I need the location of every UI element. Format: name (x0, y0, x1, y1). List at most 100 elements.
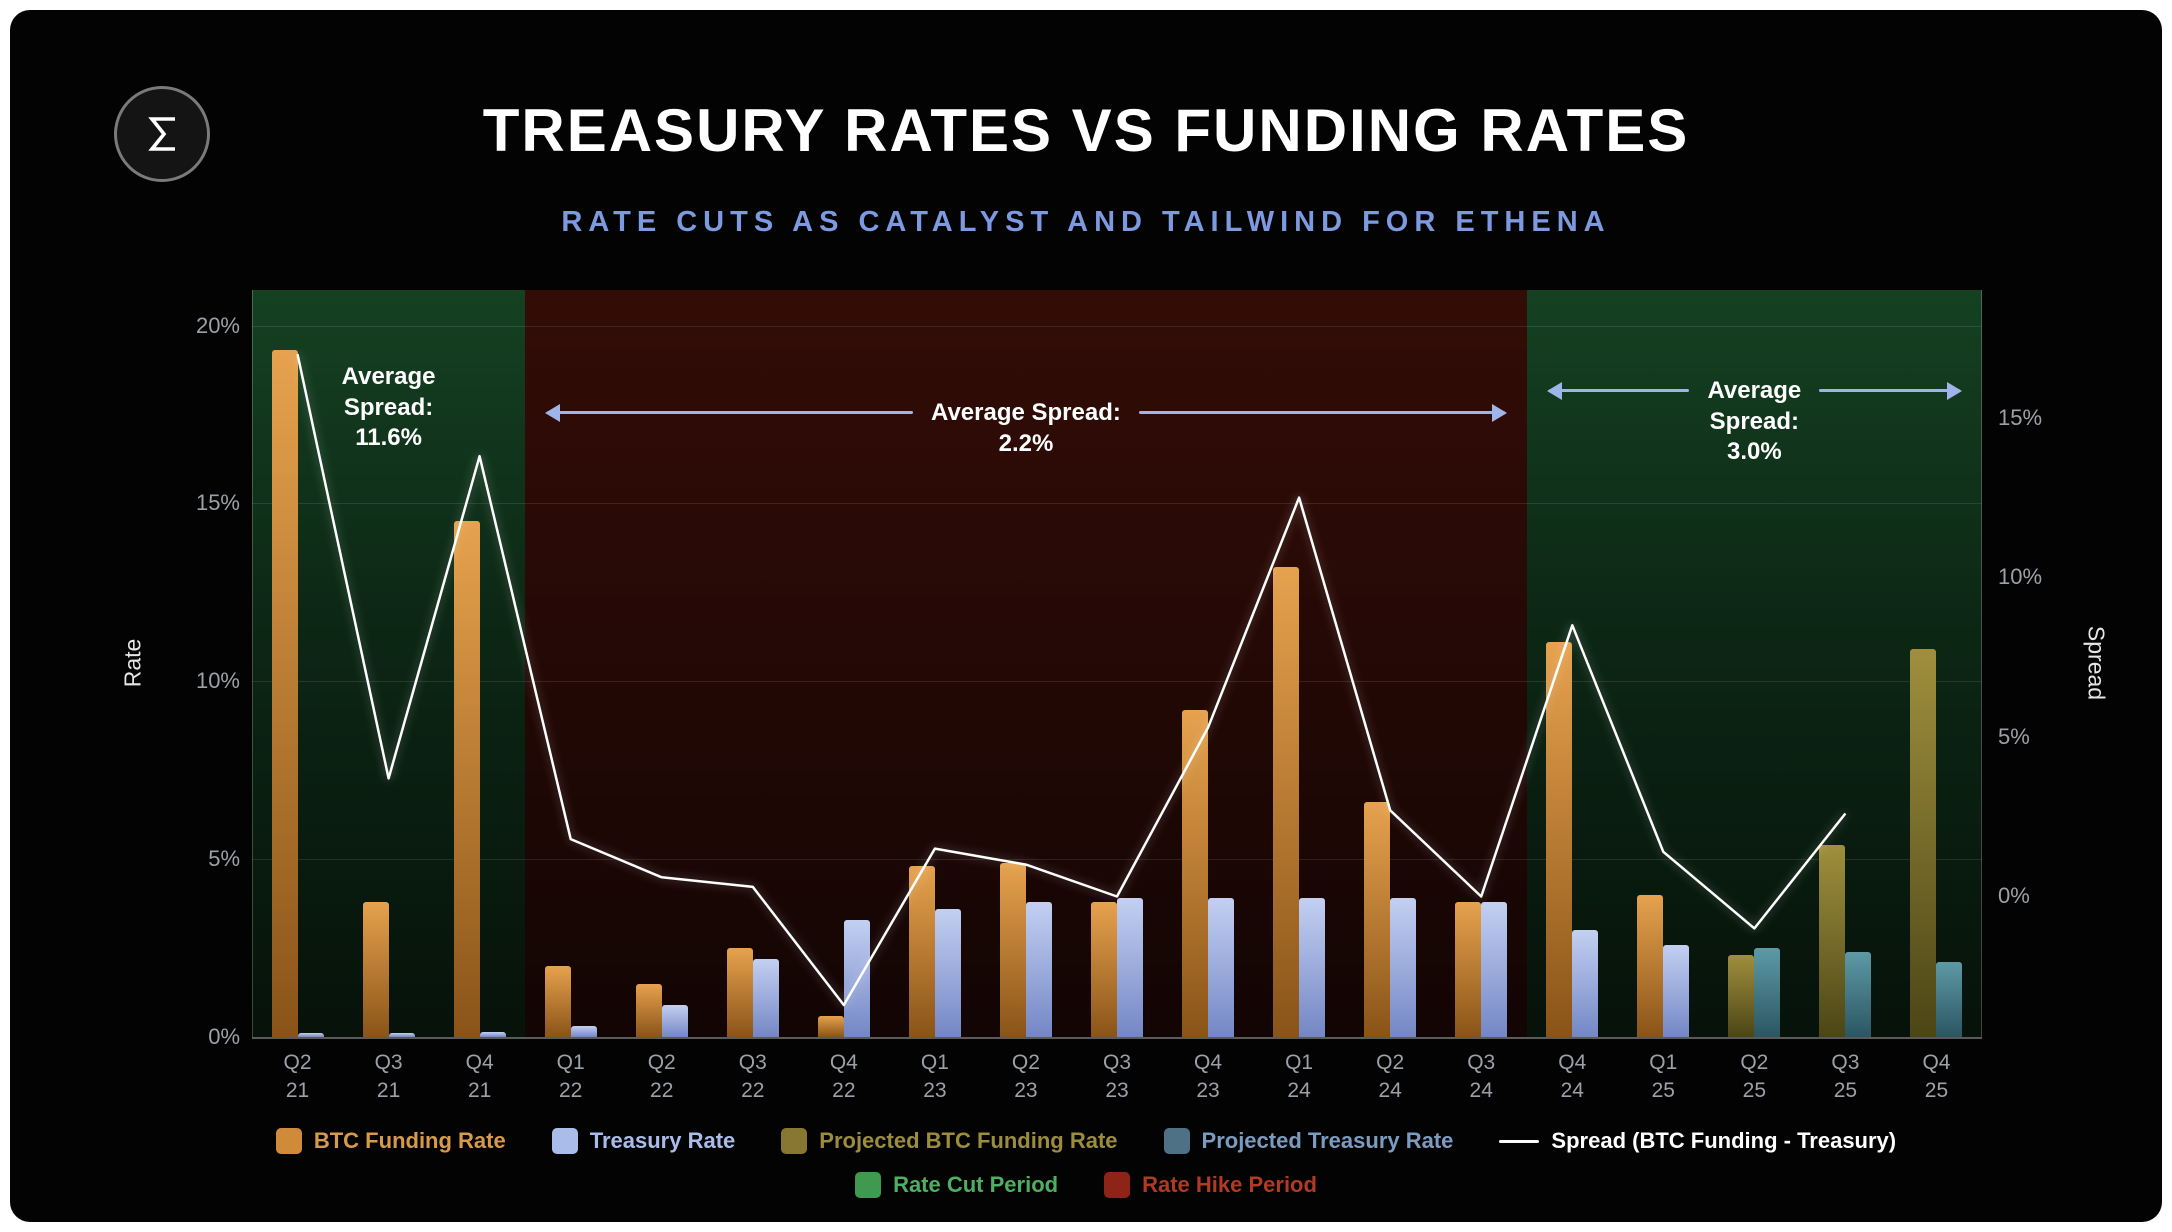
region-rate-cut-period (252, 290, 526, 1037)
annotation-text: Average (1707, 377, 1802, 404)
x-axis-tick-q3-25: Q3 25 (1831, 1051, 1860, 1103)
legend-row-series: BTC Funding Rate Treasury Rate Projected… (275, 1128, 1896, 1154)
gridline (252, 1037, 1982, 1039)
left-axis-tick: 0% (208, 1024, 240, 1049)
left-axis-ticks: 0% 5% 10% 15% 20% (140, 290, 240, 1049)
legend-row-periods: Rate Cut Period Rate Hike Period (855, 1172, 1317, 1198)
annotation-average-spread-right: Average Spread: 3.0% (1548, 376, 1960, 468)
annotation-value: 2.2% (998, 429, 1054, 457)
x-axis-ticks: Q2 21 Q3 21 Q4 21 Q1 22 Q2 22 Q3 22 Q4 22 Q1 23 Q2 23 Q3 23… (252, 1049, 1982, 1119)
projected-btc-funding-rate-swatch (781, 1128, 808, 1154)
btc-funding-rate-swatch (275, 1128, 302, 1154)
bar-btc-funding-rate-q1-23 (908, 866, 935, 1037)
rate-hike-period-swatch (1104, 1172, 1131, 1198)
arrow-left-icon (1548, 389, 1690, 392)
gridline (252, 325, 1982, 327)
right-axis-tick: 0% (1998, 883, 2030, 909)
annotation-text: Average Spread: (931, 399, 1121, 426)
spread-line (296, 353, 1847, 1007)
legend-label: Projected Treasury Rate (1201, 1128, 1454, 1153)
x-axis-tick-q1-23: Q1 23 (920, 1051, 949, 1103)
x-axis-tick-q1-25: Q1 25 (1649, 1051, 1678, 1103)
legend-label: Spread (BTC Funding - Treasury) (1551, 1128, 1897, 1153)
plot-area: Average Spread: 11.6% Average Spread: 2.… (252, 290, 1982, 1039)
bar-treasury-rate-q3-24 (1481, 901, 1508, 1037)
legend: BTC Funding Rate Treasury Rate Projected… (10, 1128, 2162, 1198)
bar-btc-funding-rate-q3-24 (1455, 901, 1482, 1037)
legend-item-projected-btc-funding-rate: Projected BTC Funding Rate (781, 1128, 1118, 1154)
bar-btc-funding-rate-q4-24 (1546, 642, 1573, 1037)
annotation-value: 3.0% (1727, 438, 1782, 466)
legend-item-spread: Spread (BTC Funding - Treasury) (1499, 1128, 1896, 1154)
legend-label: Projected BTC Funding Rate (819, 1128, 1118, 1153)
bar-btc-funding-rate-q2-23 (999, 862, 1026, 1037)
bar-btc-funding-rate-q3-23 (1091, 901, 1117, 1037)
ethena-logo (114, 86, 210, 182)
annotation-value: 11.6% (355, 424, 422, 452)
bar-btc-funding-rate-q4-22 (817, 1015, 844, 1037)
legend-item-rate-cut-period: Rate Cut Period (855, 1172, 1058, 1198)
bar-treasury-rate-q1-22 (570, 1026, 597, 1037)
bar-projected-btc-funding-rate-q3-25 (1819, 844, 1846, 1037)
spread-line-swatch (1499, 1139, 1540, 1143)
page-subtitle: RATE CUTS AS CATALYST AND TAILWIND FOR E… (561, 206, 1611, 238)
treasury-rate-swatch (551, 1128, 578, 1154)
bar-treasury-rate-q3-21 (388, 1033, 415, 1037)
x-axis-tick-q4-21: Q4 21 (465, 1051, 494, 1103)
gridline (252, 859, 1982, 861)
bar-projected-btc-funding-rate-q4-25 (1910, 649, 1937, 1037)
bar-treasury-rate-q4-24 (1572, 930, 1599, 1037)
legend-item-btc-funding-rate: BTC Funding Rate (275, 1128, 506, 1154)
bar-treasury-rate-q3-22 (752, 958, 779, 1037)
legend-label: BTC Funding Rate (313, 1128, 506, 1153)
bar-treasury-rate-q4-23 (1208, 898, 1235, 1037)
bar-treasury-rate-q4-21 (479, 1031, 506, 1037)
rate-cut-period-swatch (855, 1172, 882, 1198)
bar-treasury-rate-q2-21 (297, 1033, 324, 1037)
bar-btc-funding-rate-q3-21 (362, 901, 389, 1037)
x-axis-tick-q2-21: Q2 21 (283, 1051, 312, 1103)
x-axis-tick-q3-22: Q3 22 (738, 1051, 767, 1103)
x-axis-tick-q2-24: Q2 24 (1376, 1051, 1405, 1103)
bar-treasury-rate-q1-23 (934, 908, 961, 1037)
annotation-text: Spread: (1709, 407, 1800, 435)
page-title: TREASURY RATES VS FUNDING RATES (482, 97, 1690, 164)
ethena-chart-card: TREASURY RATES VS FUNDING RATES RATE CUT… (10, 10, 2162, 1222)
bar-btc-funding-rate-q2-21 (271, 350, 298, 1037)
bar-btc-funding-rate-q2-22 (635, 983, 662, 1037)
region-rate-cut-period (1526, 290, 1982, 1037)
x-axis-tick-q2-23: Q2 23 (1011, 1051, 1040, 1103)
bar-projected-treasury-rate-q4-25 (1936, 962, 1963, 1037)
legend-label: Rate Cut Period (893, 1172, 1059, 1197)
bar-projected-btc-funding-rate-q2-25 (1728, 955, 1755, 1037)
bar-treasury-rate-q4-22 (843, 919, 870, 1037)
x-axis-tick-q1-24: Q1 24 (1285, 1051, 1314, 1103)
axis-line (252, 290, 253, 1037)
arrow-right-icon (1138, 411, 1505, 414)
bar-btc-funding-rate-q1-24 (1273, 567, 1300, 1037)
ethena-sigma-icon (148, 117, 175, 151)
left-axis-tick: 5% (208, 846, 240, 872)
left-axis-tick: 20% (195, 312, 240, 338)
arrow-right-icon (1819, 389, 1960, 392)
x-axis-tick-q2-25: Q2 25 (1740, 1051, 1769, 1103)
bar-btc-funding-rate-q1-25 (1637, 894, 1664, 1037)
legend-item-treasury-rate: Treasury Rate (551, 1128, 735, 1154)
bar-treasury-rate-q1-24 (1299, 898, 1326, 1037)
bar-btc-funding-rate-q4-23 (1182, 709, 1209, 1037)
bar-treasury-rate-q1-25 (1663, 944, 1690, 1037)
left-axis-tick: 10% (195, 668, 240, 694)
x-axis-tick-q4-24: Q4 24 (1558, 1051, 1587, 1103)
annotation-average-spread-middle: Average Spread: 2.2% (547, 398, 1505, 459)
left-axis-tick: 15% (195, 490, 240, 516)
bar-btc-funding-rate-q4-21 (453, 521, 480, 1037)
x-axis-tick-q3-21: Q3 21 (374, 1051, 403, 1103)
right-axis-tick: 10% (1998, 564, 2043, 590)
bar-treasury-rate-q3-23 (1117, 898, 1143, 1037)
annotation-text: Spread: (343, 393, 434, 421)
bar-treasury-rate-q2-22 (661, 1005, 688, 1037)
arrow-left-icon (547, 411, 914, 414)
x-axis-tick-q4-23: Q4 23 (1194, 1051, 1223, 1103)
bar-btc-funding-rate-q3-22 (726, 948, 753, 1037)
legend-item-rate-hike-period: Rate Hike Period (1104, 1172, 1317, 1198)
